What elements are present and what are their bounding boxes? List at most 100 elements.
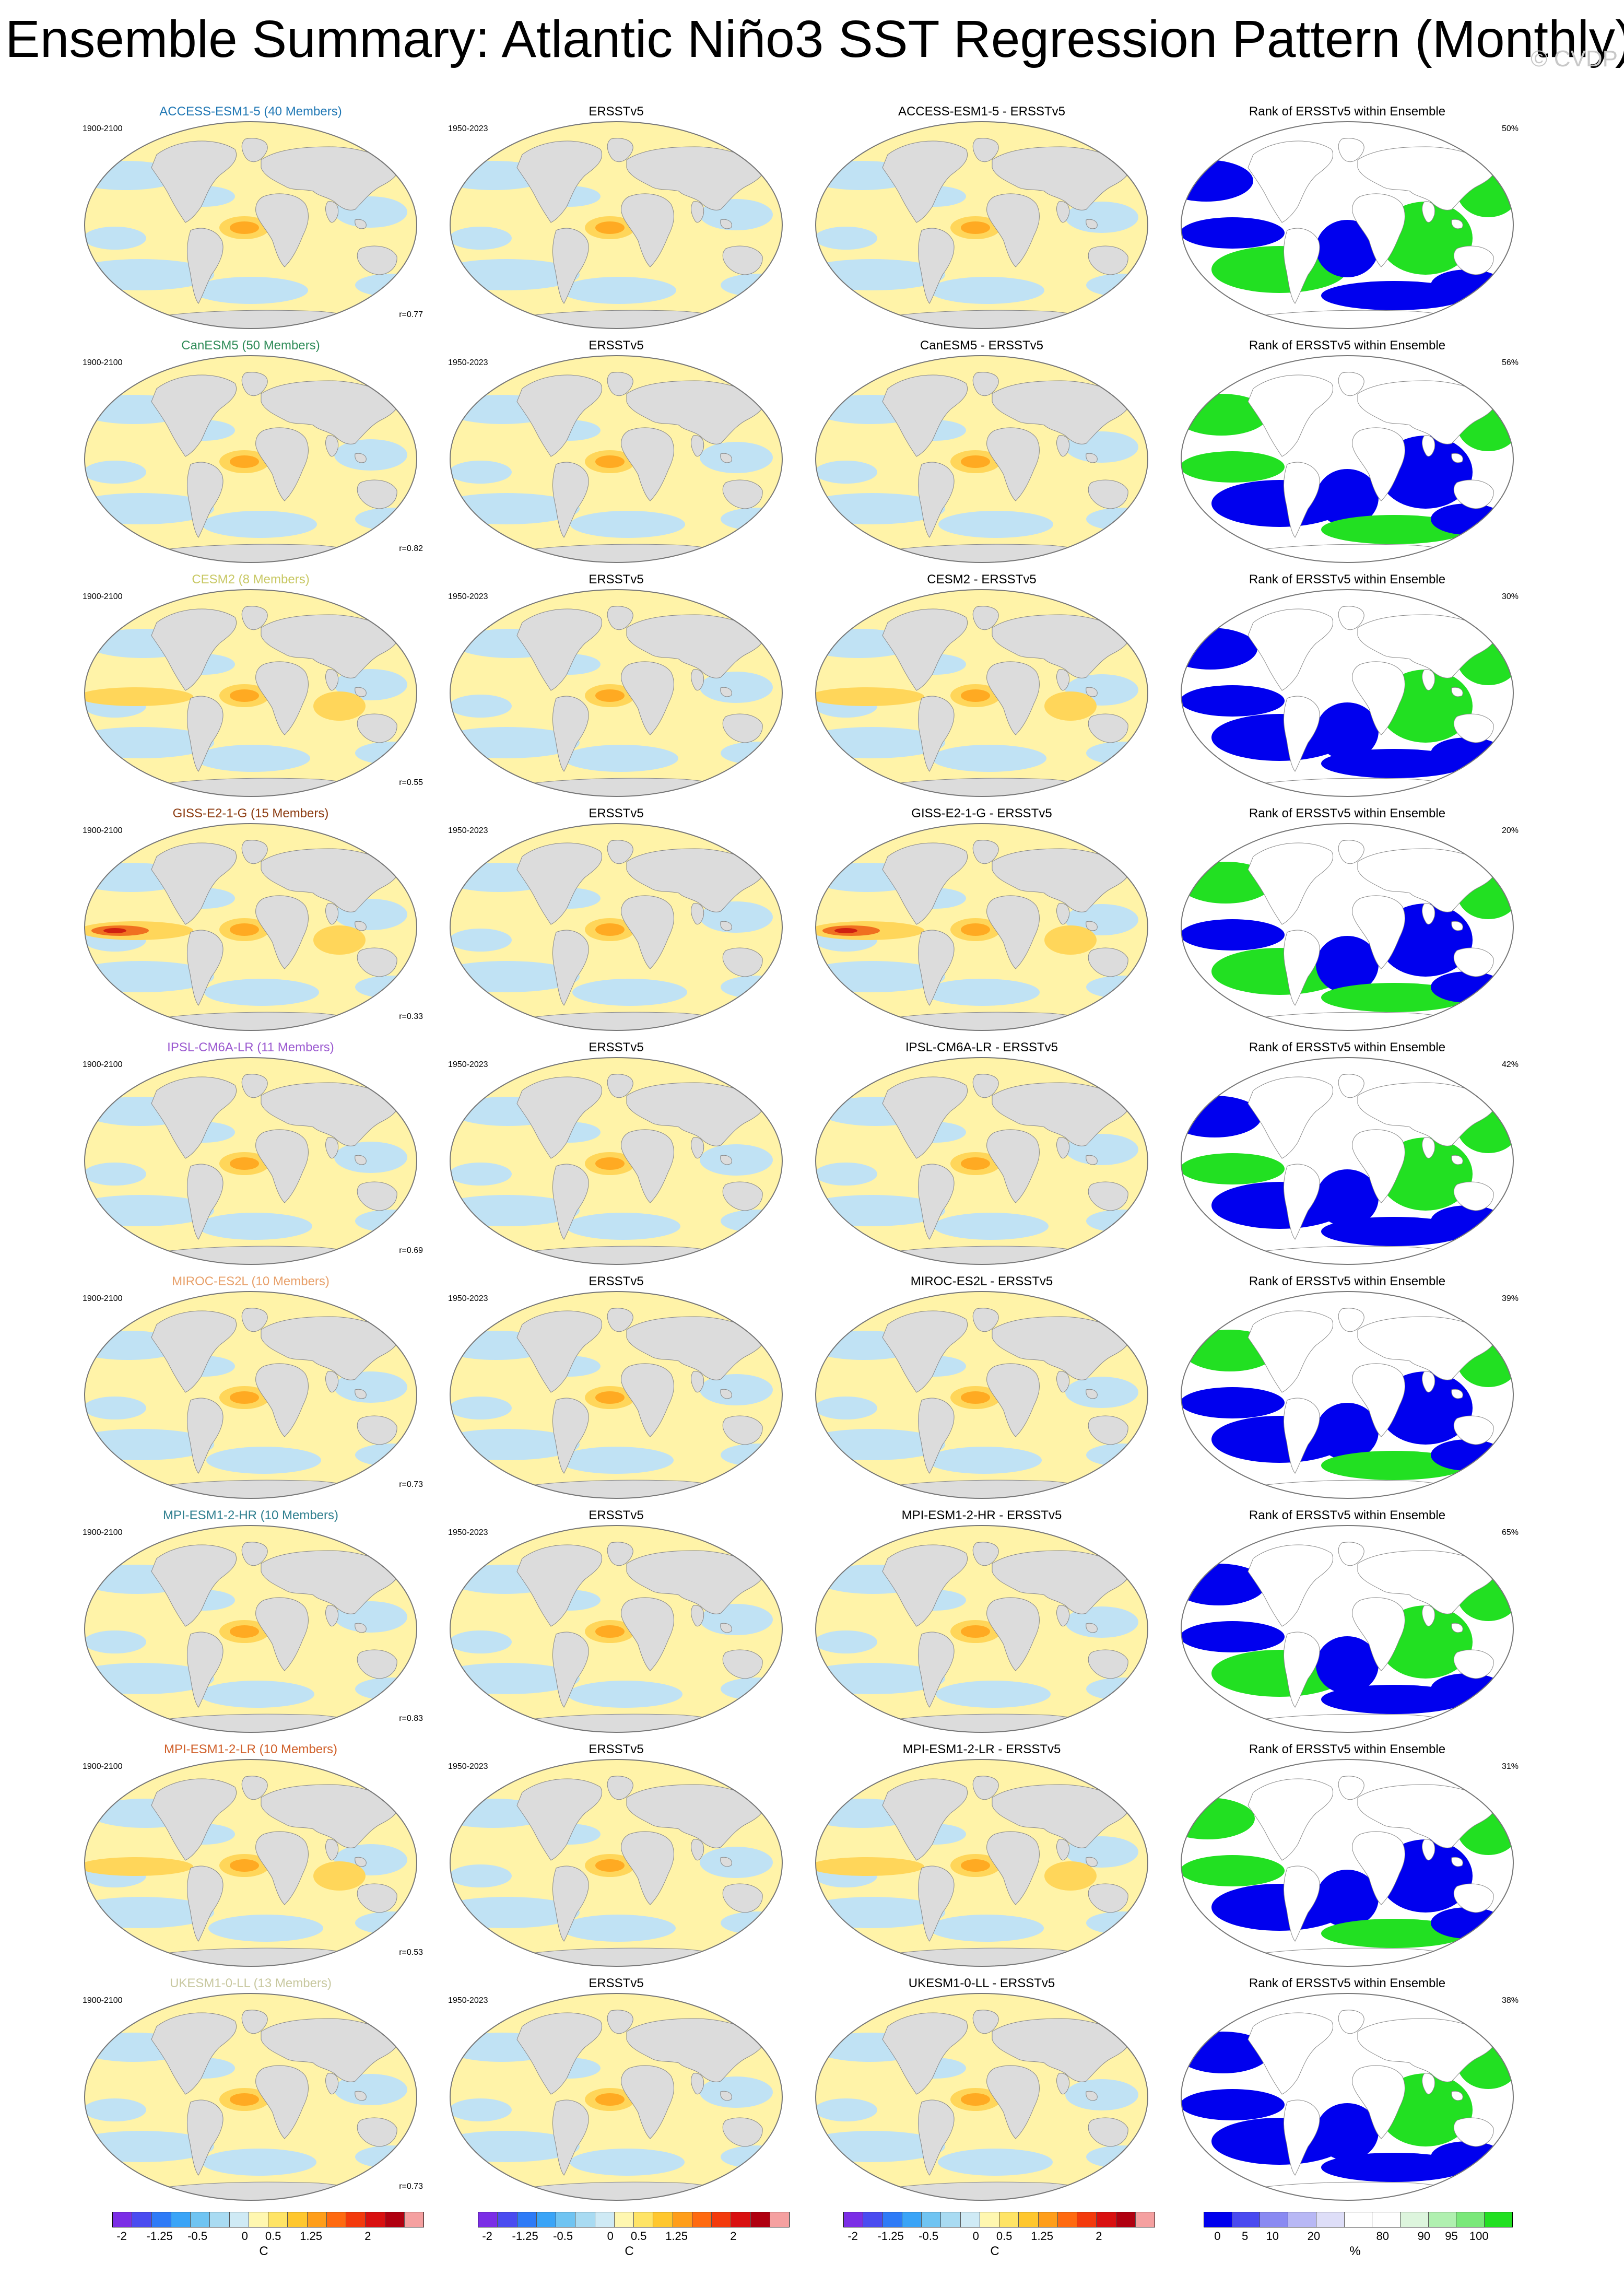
cvdp-credit: © CVDP: [1531, 46, 1618, 72]
figure-title: Ensemble Summary: Atlantic Niño3 SST Reg…: [5, 10, 1624, 68]
globe-outline: [1181, 1057, 1514, 1265]
cool-anomaly-region: [208, 1915, 323, 1942]
cool-anomaly-region: [568, 1681, 682, 1708]
pattern-correlation: r=0.77: [399, 310, 423, 319]
globe-outline: [1181, 1759, 1514, 1967]
model-colorbar: -2 -1.25 -0.5 0 0.5 1.25 2 C: [112, 2212, 426, 2259]
colorbar-swatch: [770, 2212, 789, 2227]
period-label: 1950-2023: [448, 1528, 488, 1537]
globe-outline: [84, 1993, 417, 2201]
globe-map: [84, 121, 417, 329]
cool-anomaly-region: [566, 1213, 680, 1240]
diff-panel: MPI-ESM1-2-LR - ERSSTv5: [799, 1742, 1164, 1972]
colorbar-swatch: [1135, 2212, 1155, 2227]
cool-anomaly-region: [816, 2098, 877, 2121]
colorbar-tick-label: 1.25: [300, 2230, 323, 2243]
cool-anomaly-region: [700, 442, 773, 473]
colorbar-swatch: [229, 2212, 249, 2227]
cool-anomaly-region: [700, 1374, 773, 1405]
atlantic-nino3-core: [230, 221, 259, 234]
obs-panel: ERSSTv5 1950-2023: [433, 572, 799, 802]
cool-anomaly-region: [85, 461, 146, 484]
atlantic-nino3-core: [230, 1391, 259, 1404]
atlantic-nino3-core: [230, 689, 259, 702]
globe-outline: [450, 1291, 783, 1499]
colorbar-tick-label: 80: [1376, 2230, 1389, 2243]
colorbar-swatch: [1485, 2212, 1512, 2227]
globe-map: [815, 823, 1148, 1031]
rank-percent: 50%: [1501, 124, 1519, 133]
colorbar-swatch: [1372, 2212, 1401, 2227]
globe-map: [450, 121, 783, 329]
globe-map: [84, 1759, 417, 1967]
period-label: 1900-2100: [83, 124, 123, 133]
difference-colorbar: -2 -1.25 -0.5 0 0.5 1.25 2 C: [843, 2212, 1157, 2259]
colorbar-swatch: [712, 2212, 732, 2227]
colorbar-swatch: [1316, 2212, 1345, 2227]
indian-ocean-warm-region: [1044, 691, 1097, 721]
globe-map: [450, 823, 783, 1031]
globe-outline: [815, 589, 1148, 797]
difference-title: ACCESS-ESM1-5 - ERSSTv5: [898, 104, 1066, 119]
colorbar-swatch: [1428, 2212, 1457, 2227]
cool-anomaly-region: [202, 511, 317, 538]
globe-map: [450, 1057, 783, 1265]
model-title: MPI-ESM1-2-LR (10 Members): [163, 1742, 338, 1756]
cool-anomaly-region: [1065, 1606, 1138, 1638]
globe-map: [1181, 355, 1514, 563]
model-title: CESM2 (8 Members): [192, 572, 310, 586]
model-title: CanESM5 (50 Members): [181, 338, 320, 353]
rank-title: Rank of ERSSTv5 within Ensemble: [1249, 104, 1446, 119]
globe-map: [815, 589, 1148, 797]
period-label: 1950-2023: [448, 124, 488, 133]
rank-title: Rank of ERSSTv5 within Ensemble: [1249, 1976, 1446, 1990]
obs-title: ERSSTv5: [589, 1274, 644, 1288]
model-title: IPSL-CM6A-LR (11 Members): [167, 1040, 334, 1054]
globe-outline: [84, 1291, 417, 1499]
colorbar-tick-label: 0.5: [265, 2230, 281, 2243]
rank-percent: 38%: [1501, 1996, 1519, 2005]
cool-anomaly-region: [925, 979, 1040, 1006]
colorbar-tick-label: -1.25: [146, 2230, 173, 2243]
model-panel: CanESM5 (50 Members) 1900-2100 r=0.82: [68, 338, 433, 568]
rank-panel: Rank of ERSSTv5 within Ensemble 50%: [1164, 104, 1530, 334]
diff-panel: MPI-ESM1-2-HR - ERSSTv5: [799, 1508, 1164, 1738]
pacific-warm-peak: [103, 928, 126, 933]
globe-map: [84, 1993, 417, 2201]
atlantic-nino3-core: [230, 923, 259, 936]
globe-outline: [84, 1759, 417, 1967]
colorbar-tick-label: 2: [1096, 2230, 1102, 2243]
colorbar-swatch: [385, 2212, 405, 2227]
cool-anomaly-region: [561, 1915, 676, 1942]
rank-panel: Rank of ERSSTv5 within Ensemble 65%: [1164, 1508, 1530, 1738]
colorbar-tick-label: 10: [1266, 2230, 1279, 2243]
globe-outline: [450, 823, 783, 1031]
diff-panel: ACCESS-ESM1-5 - ERSSTv5: [799, 104, 1164, 334]
cool-anomaly-region: [195, 745, 310, 772]
obs-title: ERSSTv5: [589, 1508, 644, 1522]
colorbar-swatch: [517, 2212, 537, 2227]
globe-map: [1181, 1525, 1514, 1733]
globe-map: [450, 1993, 783, 2201]
rank-region: [1321, 281, 1467, 310]
atlantic-nino3-core: [595, 455, 625, 468]
period-label: 1950-2023: [448, 592, 488, 601]
globe-outline: [1181, 121, 1514, 329]
cool-anomaly-region: [700, 672, 773, 703]
atlantic-nino3-core: [961, 2093, 990, 2106]
rank-region: [1316, 936, 1379, 993]
rank-percent: 56%: [1501, 358, 1519, 367]
rank-region: [1321, 1217, 1467, 1246]
period-label: 1900-2100: [83, 1762, 123, 1771]
globe-map: [450, 355, 783, 563]
rank-region: [1316, 1403, 1379, 1460]
colorbar-tick-label: 2: [730, 2230, 737, 2243]
atlantic-nino3-core: [961, 455, 990, 468]
rank-title: Rank of ERSSTv5 within Ensemble: [1249, 806, 1446, 820]
atlantic-nino3-core: [595, 923, 625, 936]
cool-anomaly-region: [816, 227, 877, 250]
globe-map: [450, 1759, 783, 1967]
cool-anomaly-region: [570, 2149, 685, 2176]
colorbar-swatch: [1232, 2212, 1261, 2227]
colorbar-tick-label: -0.5: [919, 2230, 939, 2243]
